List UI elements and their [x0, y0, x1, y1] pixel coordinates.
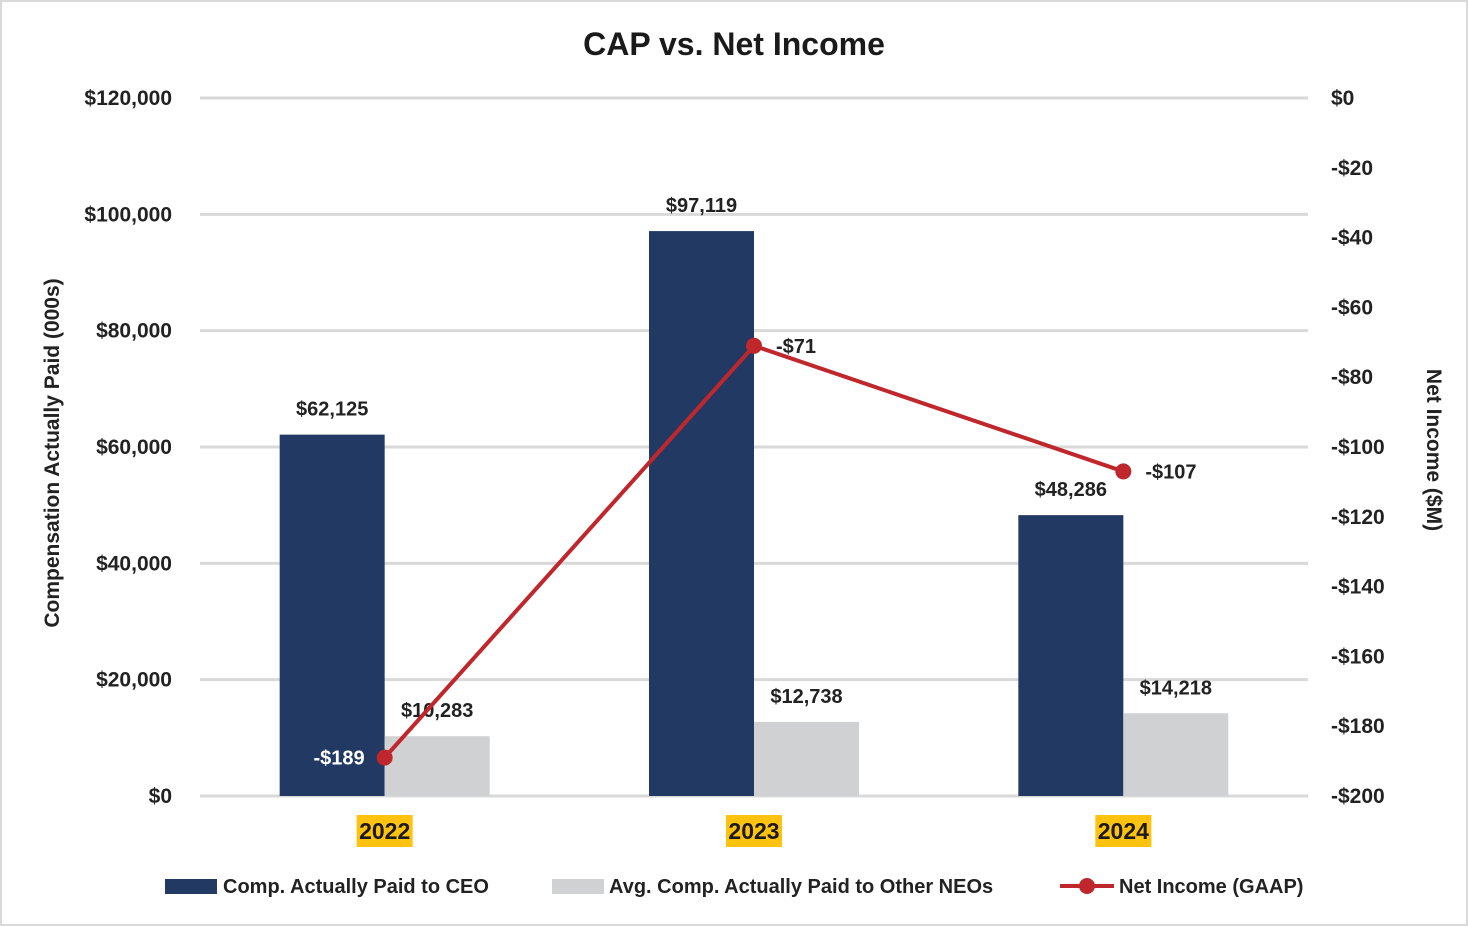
y2-tick-label: -$160 — [1331, 645, 1385, 668]
x-tick-label: 2022 — [359, 818, 410, 844]
year-highlight — [356, 815, 413, 847]
bar-ceo — [649, 231, 754, 796]
y-tick-label: $120,000 — [84, 87, 172, 110]
legend-marker-net-income — [1079, 878, 1095, 894]
y2-tick-label: -$60 — [1331, 296, 1373, 319]
y2-tick-label: -$40 — [1331, 227, 1373, 250]
x-tick-label: 2023 — [728, 818, 779, 844]
net-income-point — [1115, 463, 1132, 480]
bar-neo — [754, 721, 859, 796]
line-data-label: -$71 — [776, 336, 816, 358]
bar-ceo — [1018, 515, 1124, 796]
year-highlight — [726, 815, 782, 847]
bar-neo — [384, 736, 490, 796]
y-tick-label: $80,000 — [96, 320, 172, 343]
legend-label-net-income: Net Income (GAAP) — [1119, 876, 1303, 898]
y2-tick-label: -$180 — [1331, 715, 1385, 738]
y-tick-label: $0 — [149, 785, 172, 808]
legend-label-ceo: Comp. Actually Paid to CEO — [223, 876, 489, 898]
year-highlight — [1095, 815, 1152, 847]
y2-axis-label: Net Income ($M) — [1422, 369, 1445, 531]
y2-tick-label: -$200 — [1331, 785, 1385, 808]
y-tick-label: $60,000 — [96, 436, 172, 459]
y2-tick-label: -$20 — [1331, 157, 1373, 180]
bar-data-label: $12,738 — [770, 686, 842, 708]
y2-tick-label: -$140 — [1331, 576, 1385, 599]
y2-tick-label: -$80 — [1331, 366, 1373, 389]
bar-ceo — [279, 434, 385, 796]
net-income-point — [746, 337, 762, 354]
y2-tick-label: -$120 — [1331, 506, 1385, 529]
bar-data-label: $48,286 — [1035, 479, 1107, 501]
bar-neo — [1123, 713, 1229, 796]
y2-tick-label: -$100 — [1331, 436, 1385, 459]
chart-title: CAP vs. Net Income — [583, 26, 885, 62]
bar-data-label: $97,119 — [666, 195, 737, 217]
bar-data-label: $62,125 — [296, 399, 368, 421]
y-tick-label: $20,000 — [96, 669, 172, 692]
bar-data-label: $14,218 — [1140, 677, 1212, 699]
y-tick-label: $40,000 — [96, 552, 172, 575]
x-tick-label: 2024 — [1098, 818, 1149, 844]
line-data-label: -$189 — [314, 748, 365, 770]
y-axis-label: Compensation Actually Paid (000s) — [41, 278, 64, 627]
y-tick-label: $100,000 — [84, 203, 172, 226]
bar-data-label: $10,283 — [401, 700, 473, 722]
legend-swatch-ceo — [165, 879, 217, 894]
line-data-label: -$107 — [1145, 461, 1196, 483]
y2-tick-label: $0 — [1331, 87, 1354, 110]
legend-swatch-neo — [552, 879, 604, 894]
net-income-point — [376, 749, 393, 766]
legend-label-neo: Avg. Comp. Actually Paid to Other NEOs — [609, 876, 993, 898]
